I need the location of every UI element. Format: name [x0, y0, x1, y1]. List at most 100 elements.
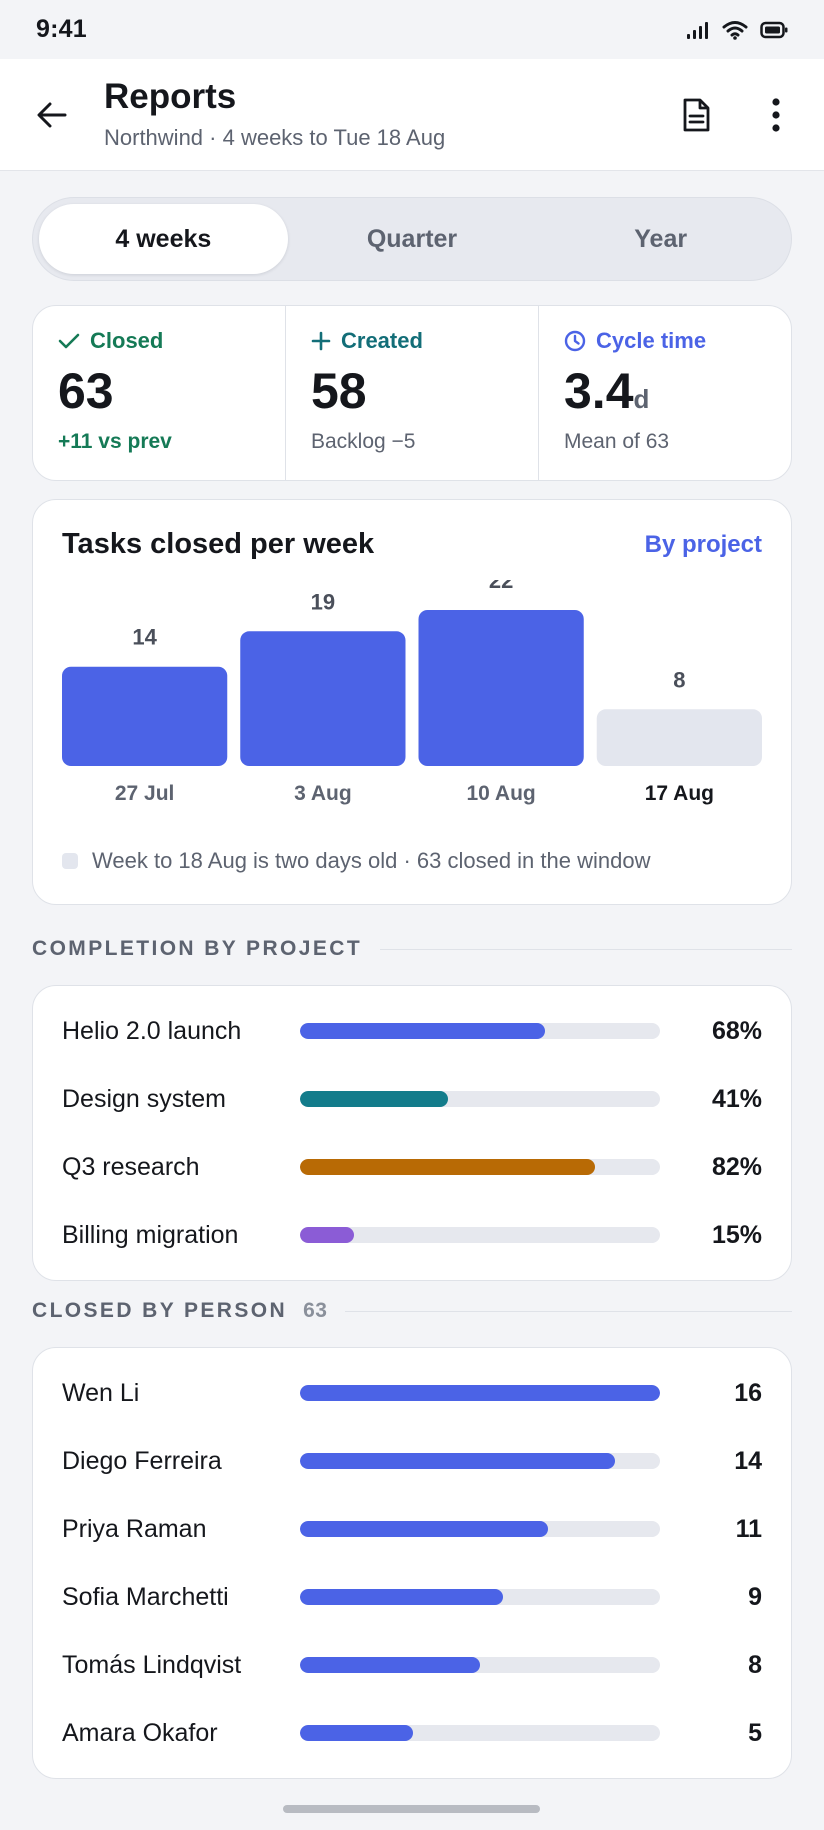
kpi-delta: +11 vs prev	[58, 430, 172, 453]
person-row[interactable]: Tomás Lindqvist 8	[62, 1631, 762, 1699]
kpi-value: 58	[311, 366, 514, 416]
chart-bar[interactable]	[418, 610, 584, 766]
person-label: Sofia Marchetti	[62, 1582, 229, 1611]
kpi-label: Closed	[90, 328, 164, 353]
chart-category-label: 10 Aug	[467, 782, 536, 805]
header-text: Reports Northwind · 4 weeks to Tue 18 Au…	[104, 78, 644, 151]
person-row[interactable]: Amara Okafor 5	[62, 1699, 762, 1767]
chart-category-label: 27 Jul	[115, 782, 175, 805]
section-divider	[380, 948, 792, 950]
person-bar-fill	[300, 1453, 615, 1469]
back-button[interactable]	[32, 95, 72, 135]
document-icon	[683, 98, 710, 131]
chart-note-text: Week to 18 Aug is two days old · 63 clos…	[92, 848, 651, 873]
project-bar-fill	[300, 1227, 354, 1243]
home-indicator	[283, 1805, 540, 1813]
page-subtitle: Northwind · 4 weeks to Tue 18 Aug	[104, 124, 446, 150]
chart-bar[interactable]	[240, 631, 406, 766]
project-label: Helio 2.0 launch	[62, 1016, 242, 1045]
person-label: Diego Ferreira	[62, 1446, 222, 1475]
person-value: 5	[748, 1718, 762, 1747]
kpi-number: 3.4	[564, 363, 634, 419]
project-bar-fill	[300, 1023, 545, 1039]
person-row[interactable]: Wen Li 16	[62, 1359, 762, 1427]
section-divider	[345, 1310, 792, 1312]
period-segmented-control: 4 weeks Quarter Year	[32, 197, 792, 281]
chart-bar[interactable]	[62, 666, 228, 766]
section-count: 63	[303, 1299, 328, 1322]
chart-bar[interactable]	[596, 709, 762, 766]
person-row[interactable]: Priya Raman 11	[62, 1495, 762, 1563]
person-label: Wen Li	[62, 1378, 140, 1407]
project-label: Billing migration	[62, 1220, 239, 1249]
project-value: 68%	[711, 1016, 762, 1045]
chart-data-label: 8	[673, 667, 685, 692]
kpi-created[interactable]: Created 58 Backlog −5	[286, 306, 539, 480]
person-value: 8	[748, 1650, 762, 1679]
project-row[interactable]: Billing migration 15%	[62, 1201, 762, 1269]
kpi-cycle-time[interactable]: Cycle time 3.4d Mean of 63	[539, 306, 791, 480]
weekly-bar-chart: 14 27 Jul 19 3 Aug 22 10 Aug 8 17 Aug	[62, 580, 762, 805]
people-card: Wen Li 16 Diego Ferreira 14 Priya Raman 11 Sof…	[32, 1347, 792, 1779]
person-label: Amara Okafor	[62, 1718, 218, 1747]
report-content: 4 weeks Quarter Year Closed 63 +11 vs pr…	[0, 197, 824, 1779]
plus-icon	[311, 331, 331, 351]
person-bar-track	[300, 1385, 660, 1401]
kpi-label-row: Closed	[58, 328, 261, 354]
person-value: 9	[748, 1582, 762, 1611]
project-row[interactable]: Helio 2.0 launch 68%	[62, 997, 762, 1065]
chart-category-label: 3 Aug	[294, 782, 352, 805]
more-options-button[interactable]	[748, 87, 804, 143]
by-project-link[interactable]: By project	[644, 530, 762, 558]
project-bar-track	[300, 1023, 660, 1039]
person-bar-fill	[300, 1589, 503, 1605]
period-tab-year[interactable]: Year	[634, 224, 688, 253]
cellular-signal-icon	[687, 21, 708, 39]
chart-header: Tasks closed per week By project	[62, 528, 762, 561]
chart-data-label: 14	[132, 625, 157, 650]
period-tab-quarter[interactable]: Quarter	[366, 224, 458, 253]
more-vertical-icon	[772, 97, 780, 132]
person-value: 11	[735, 1514, 762, 1543]
kpi-label: Cycle time	[596, 328, 707, 353]
project-bar-track	[300, 1227, 660, 1243]
person-bar-track	[300, 1657, 660, 1673]
project-bar-fill	[300, 1091, 448, 1107]
app-header: Reports Northwind · 4 weeks to Tue 18 Au…	[0, 59, 824, 171]
export-report-button[interactable]	[668, 87, 724, 143]
kpi-value: 63	[58, 366, 261, 416]
person-bar-track	[300, 1521, 660, 1537]
project-bar-track	[300, 1091, 660, 1107]
wifi-icon	[722, 20, 748, 40]
project-bar-fill	[300, 1159, 596, 1175]
project-label: Design system	[62, 1084, 226, 1113]
period-tab-4-weeks[interactable]: 4 weeks	[39, 204, 288, 274]
chart-data-label: 19	[311, 589, 335, 614]
check-icon	[58, 333, 80, 349]
person-bar-track	[300, 1453, 660, 1469]
section-title: COMPLETION BY PROJECT	[32, 937, 363, 960]
person-bar-fill	[300, 1725, 413, 1741]
kpi-closed[interactable]: Closed 63 +11 vs prev	[33, 306, 286, 480]
project-bar-track	[300, 1159, 660, 1175]
person-row[interactable]: Diego Ferreira 14	[62, 1427, 762, 1495]
weekly-chart-card: Tasks closed per week By project 14 27 Ju…	[32, 499, 792, 905]
people-section-heading: CLOSED BY PERSON 63	[32, 1299, 792, 1323]
kpi-label-row: Cycle time	[564, 328, 767, 354]
person-bar-track	[300, 1589, 660, 1605]
page-title: Reports	[104, 77, 237, 117]
kpi-unit: d	[633, 384, 650, 414]
battery-icon	[760, 21, 788, 38]
project-value: 41%	[711, 1084, 762, 1113]
arrow-left-icon	[37, 102, 67, 127]
kpi-label-row: Created	[311, 328, 514, 354]
project-row[interactable]: Design system 41%	[62, 1065, 762, 1133]
person-row[interactable]: Sofia Marchetti 9	[62, 1563, 762, 1631]
project-row[interactable]: Q3 research 82%	[62, 1133, 762, 1201]
kpi-value: 3.4d	[564, 366, 767, 416]
partial-week-swatch	[62, 853, 78, 869]
section-title: CLOSED BY PERSON	[32, 1299, 288, 1322]
chart-data-label: 22	[489, 580, 513, 593]
person-label: Tomás Lindqvist	[62, 1650, 242, 1679]
chart-title: Tasks closed per week	[62, 528, 375, 560]
